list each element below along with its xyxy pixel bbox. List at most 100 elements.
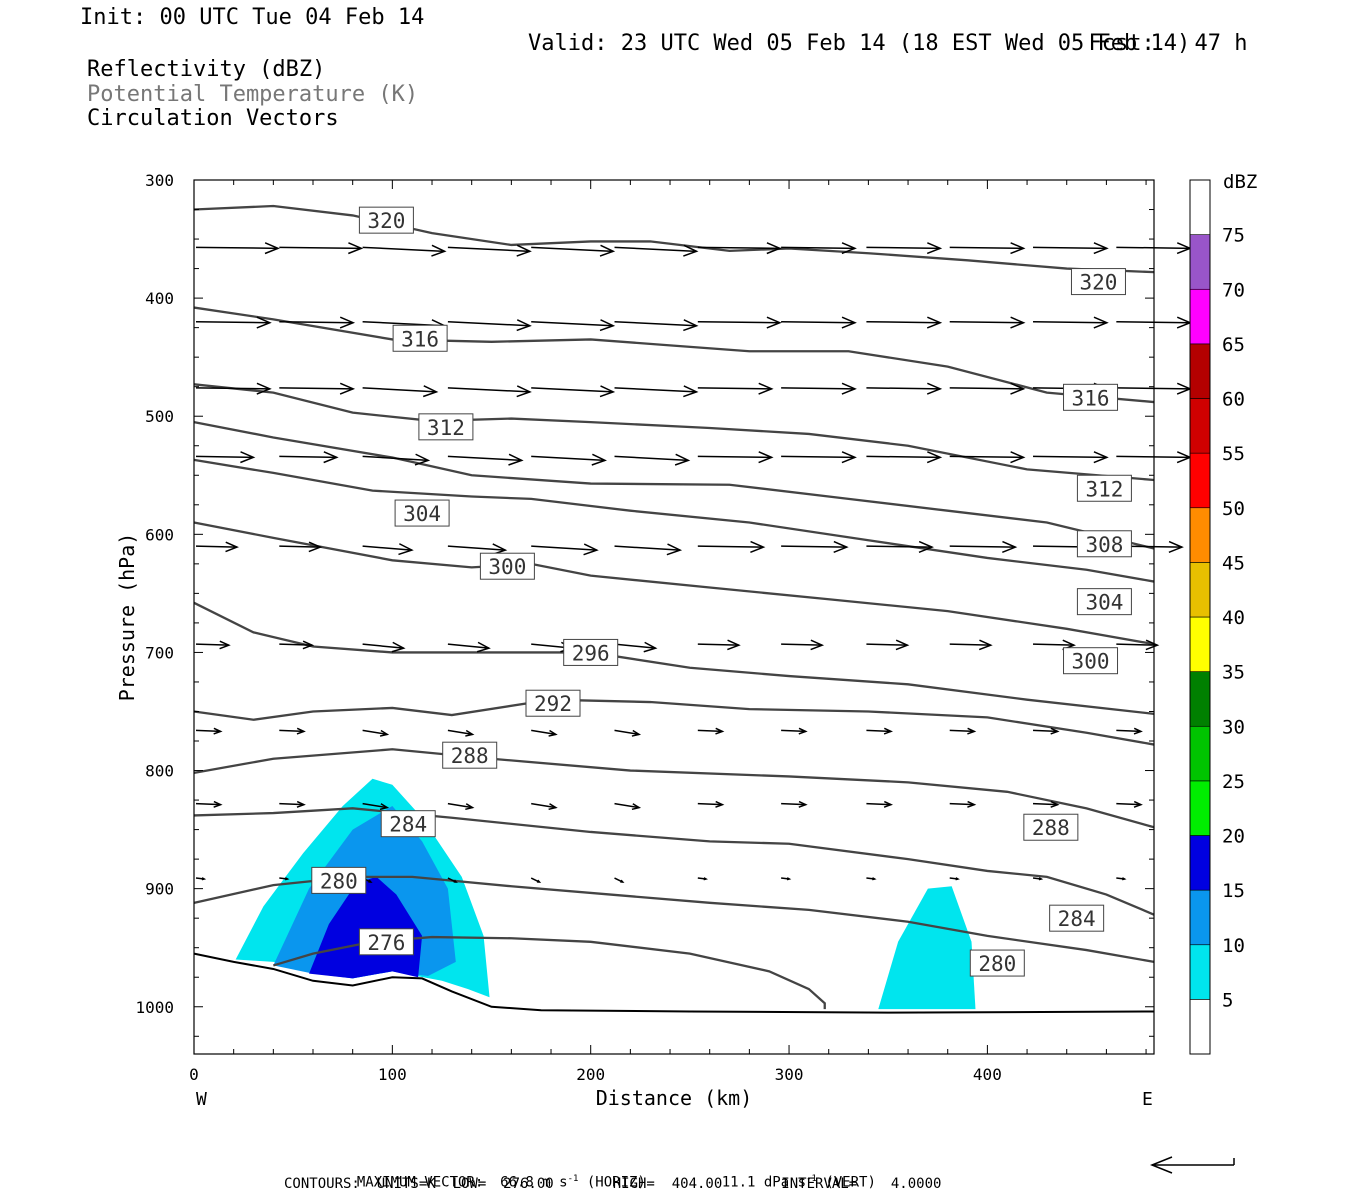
circulation-vector <box>949 540 1018 553</box>
circulation-vector <box>614 543 683 556</box>
colorbar-tick-label: 45 <box>1222 552 1245 574</box>
circulation-vector <box>781 800 808 808</box>
colorbar-swatch <box>1189 562 1211 618</box>
circulation-vector <box>531 319 616 332</box>
theta-label-276: 276 <box>358 928 414 956</box>
vector-shaft <box>531 387 614 393</box>
theta-label-box <box>1063 383 1119 411</box>
theta-label-308: 308 <box>1076 530 1132 558</box>
circulation-vector <box>697 382 774 395</box>
horiz-tag: (HORIZ) <box>586 1174 646 1191</box>
colorbar-swatch <box>1189 616 1211 672</box>
circulation-vector <box>697 451 774 464</box>
vector-shaft <box>697 802 723 806</box>
vector-head <box>883 727 893 735</box>
vector-shaft <box>949 545 1016 548</box>
vector-head <box>213 800 223 808</box>
colorbar-swatch <box>1189 507 1211 563</box>
circulation-vector <box>531 385 616 398</box>
vector-shaft <box>447 387 530 393</box>
circulation-vector <box>1116 800 1143 808</box>
vector-shaft <box>447 246 530 253</box>
vector-shaft <box>279 455 337 459</box>
circulation-vector <box>949 316 1026 329</box>
contour-info: CONTOURS: UNITS=K LOW= 276.00 HIGH= 404.… <box>284 1176 942 1192</box>
vector-head <box>1010 242 1026 255</box>
circulation-vector <box>614 877 625 883</box>
colorbar-swatch <box>1189 671 1211 727</box>
vector-shaft <box>781 320 855 324</box>
vector-shaft <box>866 387 941 390</box>
theta-label-box <box>525 689 581 717</box>
circulation-vector <box>697 727 725 735</box>
field-title-vectors: Circulation Vectors <box>87 106 339 131</box>
y-tick-label: 1000 <box>135 998 174 1017</box>
vector-head <box>620 879 625 883</box>
vector-shaft <box>195 320 270 324</box>
x-tick-label: 0 <box>189 1065 199 1084</box>
theta-label-text: 296 <box>572 641 610 665</box>
vector-shaft <box>362 455 429 462</box>
y-tick-label: 400 <box>145 289 174 308</box>
colorbar-tick-label: 55 <box>1222 443 1245 465</box>
vector-head <box>1038 877 1044 881</box>
colorbar-swatch <box>1189 343 1211 399</box>
theta-label-296: 296 <box>563 638 619 666</box>
colorbar-swatch <box>1189 288 1211 345</box>
circulation-vector <box>279 242 364 255</box>
vector-head <box>391 641 406 653</box>
theta-label-288: 288 <box>1023 813 1079 841</box>
vector-head <box>240 451 256 464</box>
theta-label-box <box>392 324 448 352</box>
vector-shaft <box>195 802 221 806</box>
vector-shaft <box>1116 246 1191 250</box>
circulation-vector <box>614 641 658 653</box>
vector-head <box>841 242 857 255</box>
vector-head <box>465 729 475 737</box>
circulation-vector <box>447 244 532 257</box>
vector-head <box>666 543 683 556</box>
circulation-vector <box>866 800 893 808</box>
vector-shaft <box>1033 455 1107 459</box>
circulation-vector <box>1116 877 1127 881</box>
vector-head <box>715 800 725 808</box>
vector-head <box>926 242 943 255</box>
vector-head <box>978 639 993 651</box>
circulation-vector <box>531 802 558 811</box>
y-tick-label: 300 <box>145 171 174 190</box>
colorbar-swatch <box>1189 452 1211 509</box>
max-vector-horiz-value: MAXIMUM VECTOR: 66.8 m s <box>356 1174 568 1191</box>
circulation-vector <box>531 543 599 556</box>
vector-shaft <box>866 802 892 806</box>
vector-shaft <box>697 455 772 459</box>
vert-tag: (VERT) <box>825 1174 876 1191</box>
circulation-vector <box>614 802 642 811</box>
vector-head <box>516 385 532 398</box>
vector-head <box>599 385 616 398</box>
fcst-value: 47 h <box>1194 31 1248 56</box>
circulation-vector <box>279 451 339 464</box>
colorbar-swatch <box>1189 944 1211 1000</box>
vector-head <box>683 385 699 398</box>
vector-head <box>1093 316 1109 329</box>
theta-label-box <box>358 206 414 234</box>
theta-contour-304 <box>193 458 1155 583</box>
circulation-vector <box>866 727 893 735</box>
vector-head <box>284 877 290 881</box>
theta-label-box <box>969 949 1025 977</box>
theta-label-text: 288 <box>451 744 489 768</box>
vector-head <box>256 382 272 395</box>
vector-head <box>256 316 272 329</box>
vector-head <box>758 451 774 464</box>
vector-shaft <box>447 729 473 736</box>
vector-shaft <box>1116 643 1158 646</box>
circulation-vector <box>447 319 532 332</box>
y-tick-label: 500 <box>145 407 174 426</box>
vector-shaft <box>279 545 321 548</box>
circulation-vector <box>362 385 439 398</box>
vector-shaft <box>866 729 892 733</box>
circulation-vector <box>614 244 699 257</box>
colorbar-frame <box>1189 179 1211 1055</box>
vector-head <box>1133 727 1143 735</box>
axes: 300 400 500 600 700 800 900 1000 0 100 200 300 400 <box>135 171 1155 1084</box>
